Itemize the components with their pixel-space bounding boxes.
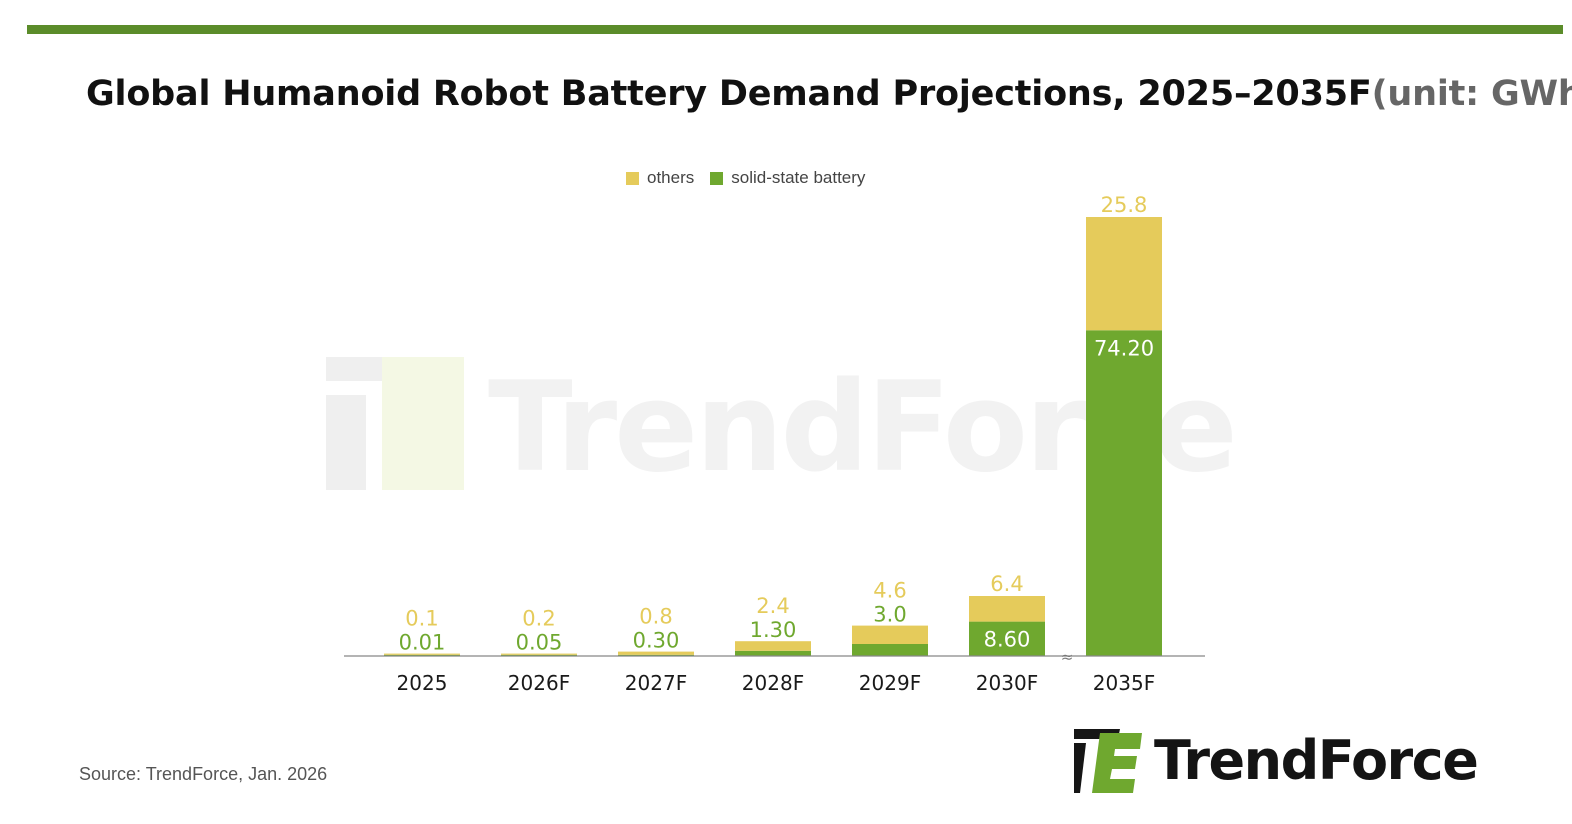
bar-solid-state-2029F xyxy=(852,644,928,656)
data-label-others-2035F: 25.8 xyxy=(1101,193,1148,217)
data-label-others-2028F: 2.4 xyxy=(756,594,789,618)
legend-item-others: others xyxy=(626,168,694,188)
bar-solid-state-2030F xyxy=(969,621,1045,656)
axis-break-mark: ≈ xyxy=(1061,648,1074,666)
data-label-solid-state-2027F: 0.30 xyxy=(633,629,680,653)
bar-others-2030F xyxy=(969,596,1045,622)
bar-others-2035F xyxy=(1086,217,1162,331)
bar-others-2027F xyxy=(618,651,694,655)
data-label-solid-state-2029F: 3.0 xyxy=(873,603,906,627)
bar-others-2026F xyxy=(501,653,577,655)
data-label-solid-state-2030F: 8.60 xyxy=(984,628,1031,652)
bars-layer xyxy=(384,217,1162,656)
data-label-solid-state-2026F: 0.05 xyxy=(516,631,563,655)
data-label-solid-state-2035F: 74.20 xyxy=(1094,336,1154,360)
legend-item-solid-state: solid-state battery xyxy=(710,168,865,188)
watermark-mark-bar-2 xyxy=(382,357,464,490)
brand-logo: TrendForce xyxy=(1074,728,1479,794)
x-tick-label-2030F: 2030F xyxy=(976,671,1038,695)
legend-label-solid-state: solid-state battery xyxy=(731,168,866,187)
legend-label-others: others xyxy=(647,168,695,187)
x-tick-label-2027F: 2027F xyxy=(625,671,687,695)
data-label-others-2025: 0.1 xyxy=(405,607,438,631)
top-accent-rule xyxy=(27,25,1563,34)
chart-title-text: Global Humanoid Robot Battery Demand Pro… xyxy=(86,74,1372,114)
x-tick-label-2026F: 2026F xyxy=(508,671,570,695)
x-tick-label-2029F: 2029F xyxy=(859,671,921,695)
trendforce-logo-icon xyxy=(1074,729,1142,793)
data-label-others-2027F: 0.8 xyxy=(639,605,672,629)
x-tick-label-2035F: 2035F xyxy=(1093,671,1155,695)
source-note: Source: TrendForce, Jan. 2026 xyxy=(79,764,328,784)
bar-others-2028F xyxy=(735,641,811,651)
bar-solid-state-2035F xyxy=(1086,330,1162,656)
data-label-solid-state-2028F: 1.30 xyxy=(750,618,797,642)
legend-swatch-solid-state xyxy=(710,171,724,185)
chart-title: Global Humanoid Robot Battery Demand Pro… xyxy=(86,74,1572,114)
data-label-others-2030F: 6.4 xyxy=(990,572,1023,596)
data-label-solid-state-2025: 0.01 xyxy=(399,631,446,655)
bar-others-2029F xyxy=(852,625,928,644)
unit-label: (unit: GWh) xyxy=(1371,74,1572,114)
bar-solid-state-2028F xyxy=(735,650,811,656)
x-tick-label-2028F: 2028F xyxy=(742,671,804,695)
data-label-others-2029F: 4.6 xyxy=(873,579,906,603)
brand-wordmark: TrendForce xyxy=(1154,729,1479,792)
legend-swatch-others xyxy=(626,171,639,185)
x-tick-label-2025: 2025 xyxy=(397,671,448,695)
labels-layer: 2025 0.010.1 2026F 0.050.2 2027F 0.300.8 2028F… xyxy=(397,193,1156,695)
bar-others-2025 xyxy=(384,653,460,655)
data-label-others-2026F: 0.2 xyxy=(522,607,555,631)
watermark-mark-bar-3 xyxy=(326,395,366,490)
legend: others solid-state battery xyxy=(626,166,865,190)
